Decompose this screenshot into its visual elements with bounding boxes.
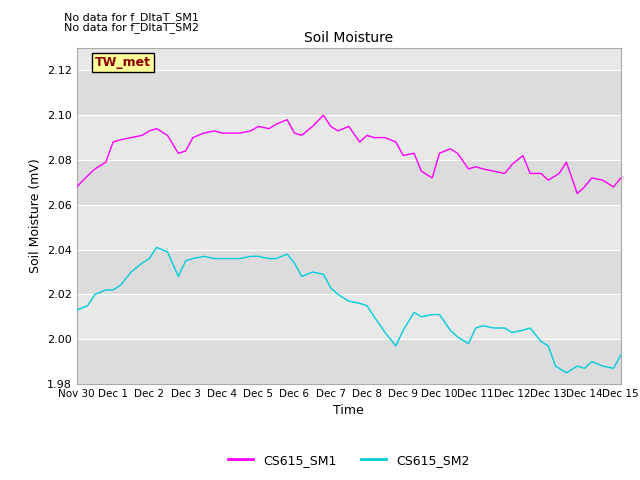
Bar [77, 339, 621, 384]
Bar [77, 71, 621, 115]
Title: Soil Moisture: Soil Moisture [304, 32, 394, 46]
X-axis label: Time: Time [333, 405, 364, 418]
Text: TW_met: TW_met [95, 56, 151, 69]
Bar [77, 160, 621, 205]
Bar [77, 250, 621, 294]
Y-axis label: Soil Moisture (mV): Soil Moisture (mV) [29, 158, 42, 274]
Bar [77, 115, 621, 160]
Bar [77, 294, 621, 339]
Bar [77, 205, 621, 250]
Text: No data for f_DltaT_SM2: No data for f_DltaT_SM2 [64, 22, 199, 33]
Legend: CS615_SM1, CS615_SM2: CS615_SM1, CS615_SM2 [223, 449, 475, 472]
Text: No data for f_DltaT_SM1: No data for f_DltaT_SM1 [64, 12, 199, 23]
